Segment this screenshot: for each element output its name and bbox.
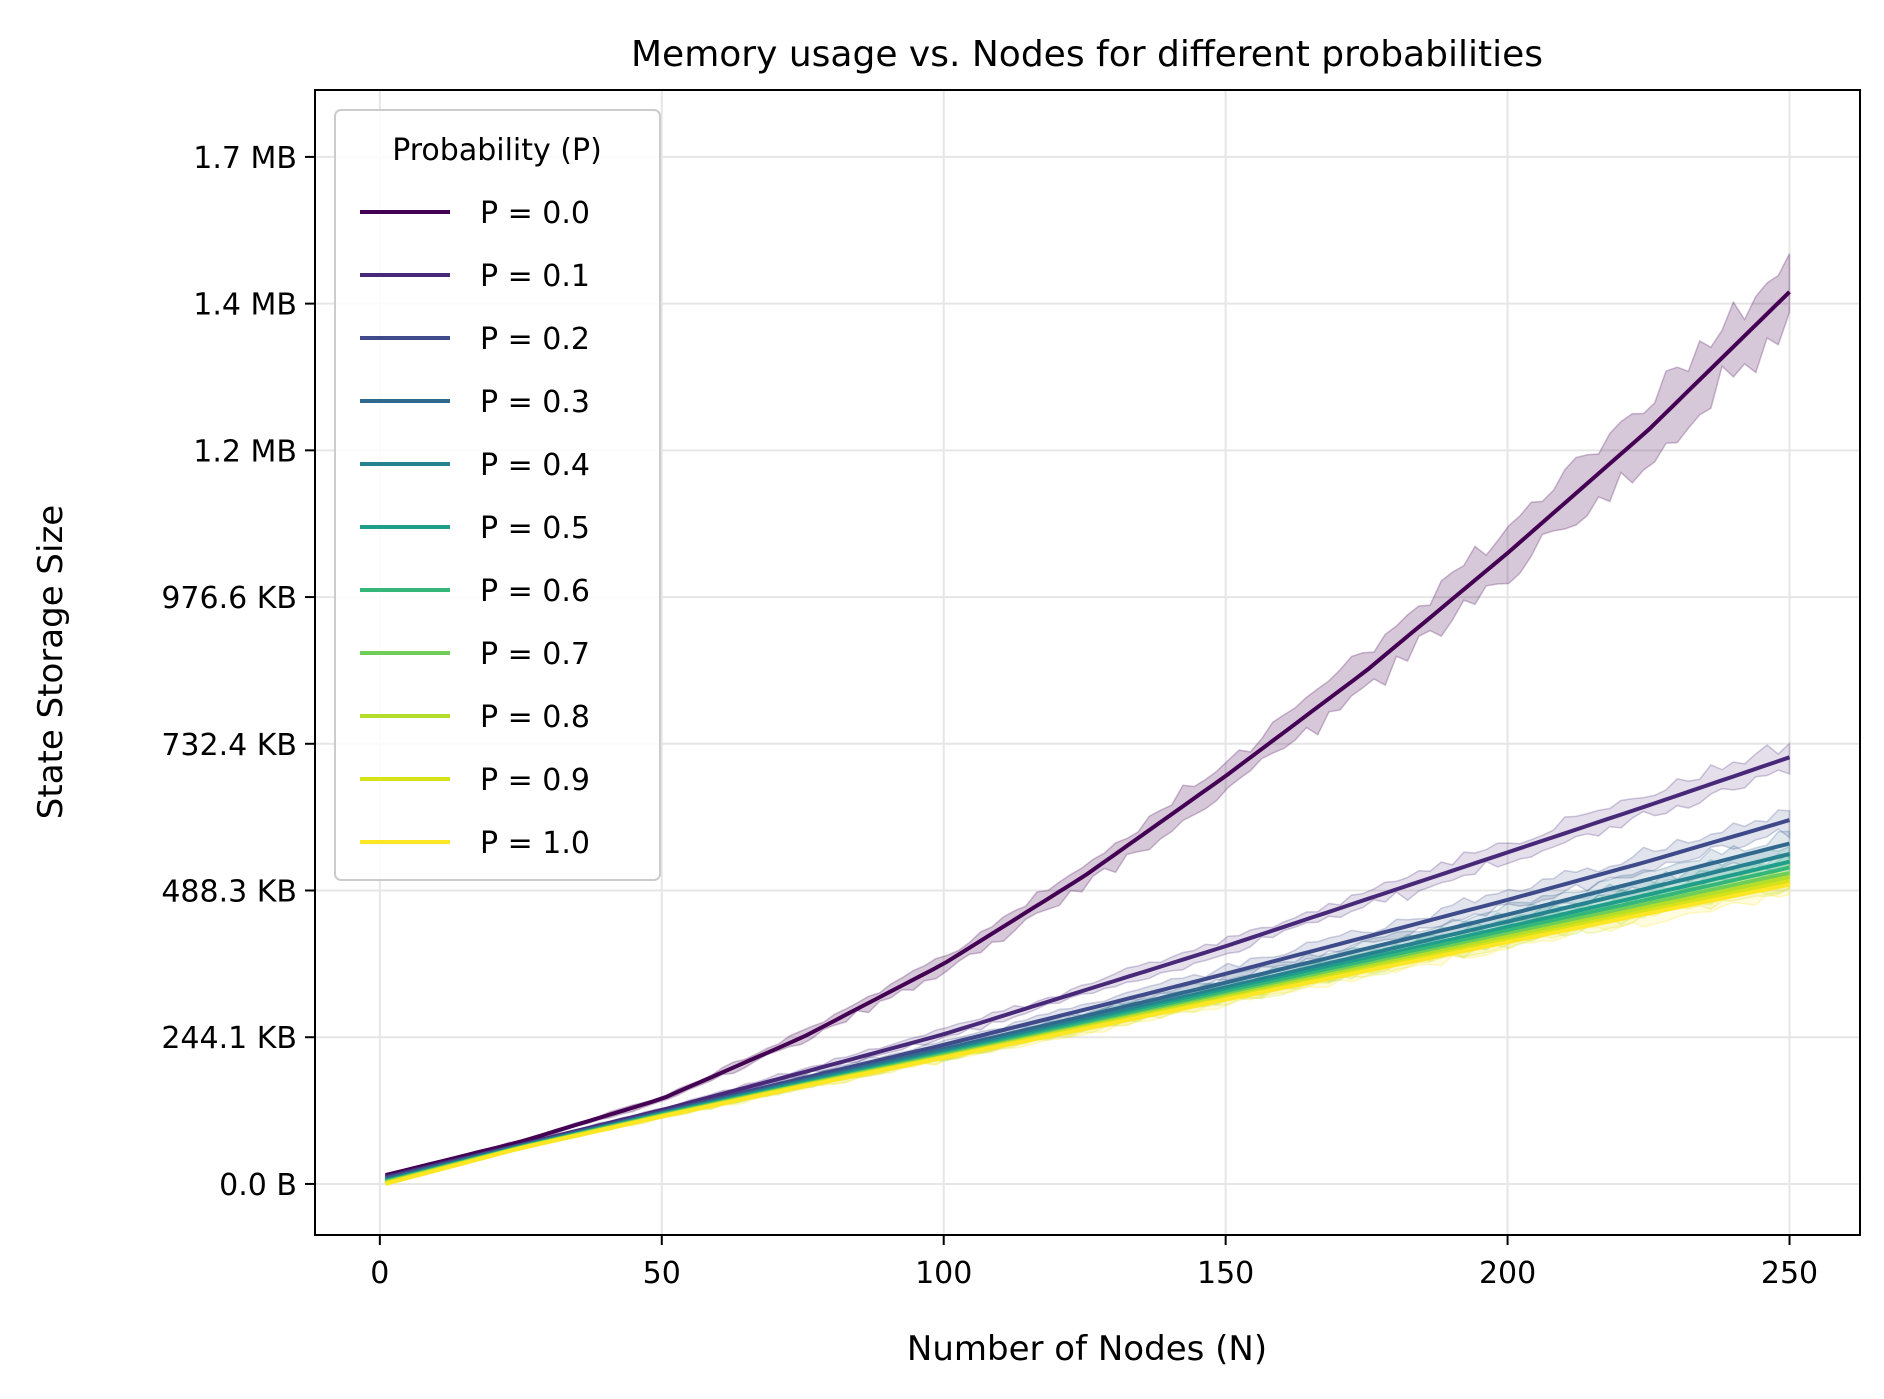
y-tick-label: 1.2 MB [193, 434, 297, 469]
series-line [384, 882, 1790, 1186]
legend-box [334, 109, 661, 881]
y-tick-label: 0.0 B [219, 1168, 297, 1203]
chart-title: Memory usage vs. Nodes for different pro… [631, 34, 1543, 75]
legend-title: Probability (P) [392, 133, 602, 168]
legend-items: P = 0.0 P = 0.1 P = 0.2 P = 0.3 P = 0.4 P = 0… [360, 196, 590, 861]
y-axis-label: State Storage Size [31, 505, 71, 819]
x-tick-label: 50 [643, 1256, 681, 1291]
x-tick-label: 150 [1197, 1256, 1254, 1291]
legend-label: P = 0.5 [480, 511, 590, 546]
legend-label: P = 0.4 [480, 448, 590, 483]
legend-label: P = 0.9 [480, 763, 590, 798]
legend: Probability (P) P = 0.0P = 0.1P = 0.2P =… [334, 109, 661, 881]
legend-label: P = 0.1 [480, 259, 590, 294]
x-axis: 0 50 100 150 200 250 [370, 1235, 1818, 1291]
legend-label: P = 0.0 [480, 196, 590, 231]
legend-label: P = 0.7 [480, 637, 590, 672]
y-tick-label: 1.7 MB [193, 141, 297, 176]
x-tick-label: 100 [915, 1256, 972, 1291]
series-line [385, 290, 1791, 1178]
y-tick-label: 488.3 KB [161, 875, 297, 910]
grid-layer [315, 90, 1860, 1235]
x-axis-label: Number of Nodes (N) [907, 1329, 1267, 1369]
y-axis: 0.0 B 244.1 KB 488.3 KB 732.4 KB 976.6 KB 1.2… [161, 141, 315, 1203]
legend-label: P = 0.3 [480, 385, 590, 420]
y-tick-label: 1.4 MB [193, 288, 297, 323]
legend-label: P = 0.2 [480, 322, 590, 357]
x-tick-label: 0 [370, 1256, 389, 1291]
legend-label: P = 0.8 [480, 700, 590, 735]
x-tick-label: 250 [1761, 1256, 1818, 1291]
legend-label: P = 1.0 [480, 826, 590, 861]
series-layer [384, 290, 1791, 1186]
y-tick-label: 244.1 KB [161, 1021, 297, 1056]
plot-area-frame [314, 89, 1861, 1236]
legend-label: P = 0.6 [480, 574, 590, 609]
x-tick-label: 200 [1479, 1256, 1536, 1291]
y-tick-label: 976.6 KB [161, 581, 297, 616]
confidence-band [384, 253, 1791, 1177]
y-tick-label: 732.4 KB [161, 728, 297, 763]
